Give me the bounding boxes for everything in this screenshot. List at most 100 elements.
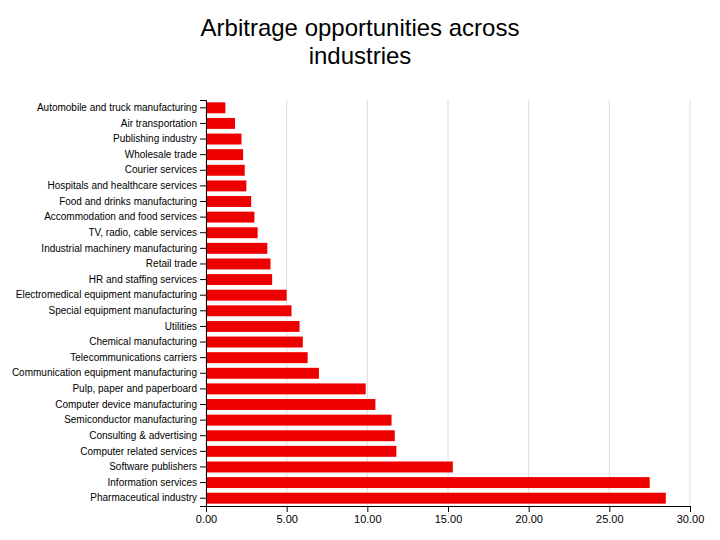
chart: Arbitrage opportunities acrossindustries… bbox=[0, 0, 720, 540]
title: Arbitrage opportunities acrossindustries bbox=[201, 14, 520, 69]
grid-line bbox=[528, 100, 529, 506]
y-tick-mark bbox=[200, 388, 206, 389]
y-tick-label: Pulp, paper and paperboard bbox=[72, 383, 197, 394]
y-tick-mark bbox=[200, 123, 206, 124]
y-tick-label: Automobile and truck manufacturing bbox=[37, 102, 197, 113]
y-tick-mark bbox=[200, 201, 206, 202]
x-tick: 0.00 bbox=[196, 506, 217, 525]
y-tick: HR and staffing services bbox=[89, 274, 206, 285]
bar bbox=[206, 258, 271, 269]
y-tick-mark bbox=[200, 295, 206, 296]
bar bbox=[206, 149, 243, 160]
y-tick: Retail trade bbox=[146, 258, 206, 269]
y-tick: TV, radio, cable services bbox=[88, 227, 206, 238]
x-tick: 20.00 bbox=[515, 506, 543, 525]
bar bbox=[206, 165, 245, 176]
y-tick: Food and drinks manufacturing bbox=[59, 196, 206, 207]
bar bbox=[206, 461, 453, 472]
y-tick-label: Software publishers bbox=[109, 461, 197, 472]
bar bbox=[206, 118, 235, 129]
y-tick: Courier services bbox=[125, 164, 206, 175]
y-tick-label: Semiconductor manufacturing bbox=[64, 414, 197, 425]
bar bbox=[206, 399, 375, 410]
x-tick-label: 30.00 bbox=[677, 513, 705, 525]
y-tick: Pharmaceutical industry bbox=[90, 492, 206, 503]
y-tick-mark bbox=[200, 498, 206, 499]
y-tick-mark bbox=[200, 263, 206, 264]
grid-line bbox=[286, 100, 287, 506]
y-tick-mark bbox=[200, 342, 206, 343]
grid-line bbox=[690, 100, 691, 506]
y-tick-mark bbox=[200, 248, 206, 249]
y-tick-mark bbox=[200, 482, 206, 483]
y-tick: Semiconductor manufacturing bbox=[64, 414, 206, 425]
bar bbox=[206, 274, 272, 285]
y-tick-label: Utilities bbox=[165, 321, 197, 332]
y-tick: Industrial machinery manufacturing bbox=[41, 243, 206, 254]
y-tick: Pulp, paper and paperboard bbox=[72, 383, 206, 394]
title-line: industries bbox=[309, 42, 412, 69]
y-tick: Consulting & advertising bbox=[89, 430, 206, 441]
y-tick-mark bbox=[200, 404, 206, 405]
y-tick-label: Accommodation and food services bbox=[44, 211, 197, 222]
y-tick-label: Hospitals and healthcare services bbox=[47, 180, 197, 191]
y-tick: Chemical manufacturing bbox=[89, 336, 206, 347]
y-tick-mark bbox=[200, 326, 206, 327]
y-tick: Hospitals and healthcare services bbox=[47, 180, 206, 191]
grid-line bbox=[609, 100, 610, 506]
bar bbox=[206, 430, 395, 441]
y-tick-label: Food and drinks manufacturing bbox=[59, 196, 197, 207]
y-tick-label: Pharmaceutical industry bbox=[90, 492, 197, 503]
y-tick: Computer device manufacturing bbox=[55, 399, 206, 410]
y-tick-label: Computer device manufacturing bbox=[55, 399, 197, 410]
y-tick-label: Computer related services bbox=[80, 446, 197, 457]
x-tick-label: 25.00 bbox=[596, 513, 624, 525]
y-tick: Electromedical equipment manufacturing bbox=[16, 289, 206, 300]
y-tick-label: Publishing industry bbox=[113, 133, 197, 144]
y-tick: Accommodation and food services bbox=[44, 211, 206, 222]
x-tick-label: 5.00 bbox=[276, 513, 297, 525]
bar bbox=[206, 368, 319, 379]
bar bbox=[206, 321, 300, 332]
y-tick: Communication equipment manufacturing bbox=[12, 367, 206, 378]
y-tick-label: Communication equipment manufacturing bbox=[12, 367, 197, 378]
y-tick-mark bbox=[200, 373, 206, 374]
y-tick-mark bbox=[200, 310, 206, 311]
y-tick-label: Chemical manufacturing bbox=[89, 336, 197, 347]
y-tick-mark bbox=[200, 279, 206, 280]
x-tick: 5.00 bbox=[276, 506, 297, 525]
x-tick: 25.00 bbox=[596, 506, 624, 525]
x-tick-mark bbox=[287, 506, 288, 512]
y-tick-label: Retail trade bbox=[146, 258, 198, 269]
y-tick-mark bbox=[200, 170, 206, 171]
bar bbox=[206, 493, 666, 504]
grid-line bbox=[367, 100, 368, 506]
y-tick-label: TV, radio, cable services bbox=[88, 227, 197, 238]
x-tick-mark bbox=[529, 506, 530, 512]
grid bbox=[206, 100, 690, 506]
bar bbox=[206, 134, 241, 145]
y-axis-line bbox=[200, 101, 207, 507]
x-tick-mark bbox=[367, 506, 368, 512]
x-tick-mark bbox=[609, 506, 610, 512]
y-tick-label: Air transportation bbox=[121, 118, 197, 129]
bars bbox=[206, 102, 666, 503]
bar bbox=[206, 290, 287, 301]
bar bbox=[206, 305, 292, 316]
bar bbox=[206, 243, 267, 254]
x-axis: 0.005.0010.0015.0020.0025.0030.00 bbox=[196, 506, 704, 525]
bar bbox=[206, 352, 308, 363]
x-tick: 30.00 bbox=[677, 506, 705, 525]
plot: 0.005.0010.0015.0020.0025.0030.00Automob… bbox=[12, 100, 704, 525]
bar bbox=[206, 383, 366, 394]
y-tick: Telecommunications carriers bbox=[70, 352, 206, 363]
y-tick: Publishing industry bbox=[113, 133, 206, 144]
x-tick-mark bbox=[448, 506, 449, 512]
y-tick-label: Courier services bbox=[125, 164, 197, 175]
y-tick: Information services bbox=[108, 477, 206, 488]
y-tick-mark bbox=[200, 466, 206, 467]
y-tick-label: Electromedical equipment manufacturing bbox=[16, 289, 197, 300]
y-tick-mark bbox=[200, 232, 206, 233]
y-tick-label: Industrial machinery manufacturing bbox=[41, 243, 197, 254]
x-tick-label: 10.00 bbox=[354, 513, 382, 525]
